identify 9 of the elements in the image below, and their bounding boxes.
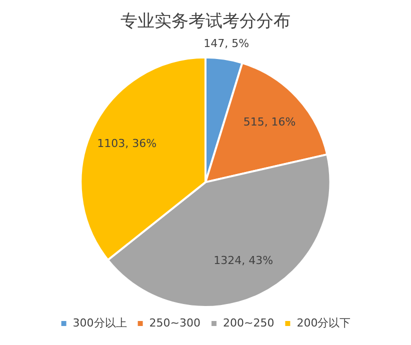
legend-label: 300分以上	[72, 316, 127, 330]
data-label: 515, 16%	[243, 116, 296, 129]
chart-title: 专业实务考试考分分布	[120, 12, 290, 32]
legend-label: 200~250	[223, 316, 274, 330]
data-label: 1324, 43%	[214, 254, 274, 267]
legend-label: 200分以下	[296, 316, 351, 330]
data-label: 1103, 36%	[97, 137, 157, 150]
legend-label: 250~300	[149, 316, 201, 330]
data-label: 147, 5%	[204, 36, 250, 50]
